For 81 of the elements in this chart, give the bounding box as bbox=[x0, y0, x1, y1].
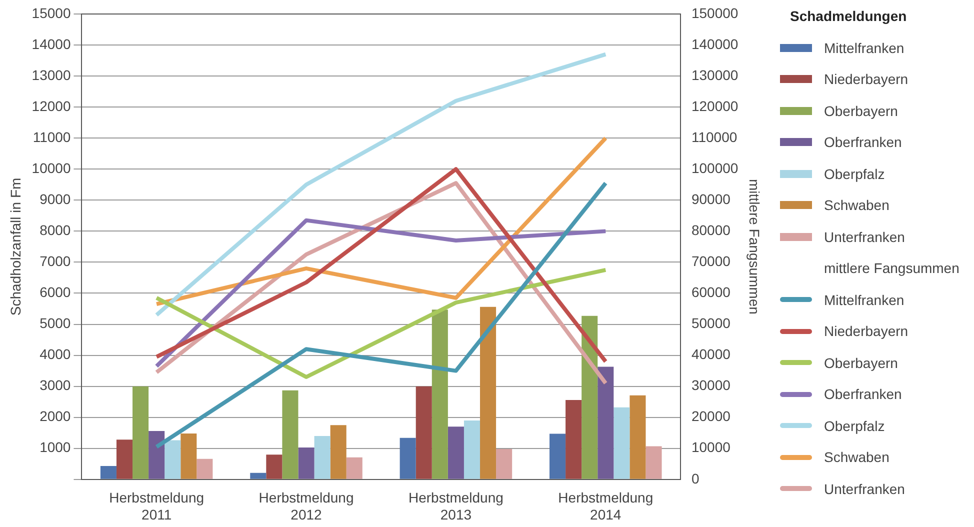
bar bbox=[100, 466, 116, 479]
y-tick-label: 7000 bbox=[40, 253, 71, 270]
bar bbox=[266, 454, 282, 479]
bar bbox=[148, 431, 165, 479]
x-tick-label: Herbstmeldung 2013 bbox=[408, 490, 504, 522]
bar bbox=[250, 472, 266, 479]
bar bbox=[346, 457, 362, 479]
legend-label: Schwaben bbox=[824, 449, 890, 466]
bar bbox=[598, 366, 614, 479]
legend-title: Schadmeldungen bbox=[790, 8, 908, 24]
bar bbox=[282, 390, 298, 479]
legend-label: Oberfranken bbox=[824, 386, 902, 402]
legend-label: Oberbayern bbox=[824, 354, 898, 371]
y2-tick-label: 150000 bbox=[691, 4, 738, 21]
y2-tick-label: 70000 bbox=[691, 253, 731, 270]
bar bbox=[164, 440, 181, 479]
legend-label: Mittelfranken bbox=[824, 292, 904, 308]
y-tick-label: 4000 bbox=[40, 346, 71, 362]
x-tick-label: Herbstmeldung 2014 bbox=[558, 490, 654, 522]
bar bbox=[614, 407, 630, 479]
y-tick-label: 15000 bbox=[32, 4, 71, 21]
y-tick-label: 8000 bbox=[40, 222, 71, 238]
legend-label: Oberbayern bbox=[824, 102, 898, 119]
bar bbox=[116, 440, 133, 479]
legend-label: Schwaben bbox=[824, 197, 890, 214]
bar bbox=[132, 386, 149, 479]
legend-label: Mittelfranken bbox=[824, 40, 904, 56]
y-tick-label: 14000 bbox=[32, 36, 71, 52]
bar bbox=[330, 425, 346, 479]
bar bbox=[180, 433, 197, 479]
y-tick-label: 12000 bbox=[32, 98, 71, 114]
y2-tick-label: 130000 bbox=[691, 66, 738, 83]
y2-tick-label: 90000 bbox=[691, 191, 731, 208]
bar bbox=[298, 447, 314, 479]
bar bbox=[496, 448, 512, 479]
bar bbox=[432, 310, 448, 479]
legend-label: Unterfranken bbox=[824, 228, 905, 245]
y2-tick-label: 140000 bbox=[691, 36, 738, 52]
bar bbox=[400, 438, 416, 479]
legend-label: Oberpfalz bbox=[824, 166, 885, 182]
y2-tick-label: 30000 bbox=[691, 377, 731, 394]
y-tick-label: 9000 bbox=[40, 191, 71, 208]
x-tick-label: Herbstmeldung 2011 bbox=[109, 490, 204, 522]
bar bbox=[630, 395, 646, 479]
bar bbox=[196, 458, 213, 479]
legend-label: Niederbayern bbox=[824, 323, 908, 340]
y2-tick-label: 100000 bbox=[691, 160, 738, 176]
bar bbox=[464, 420, 480, 479]
legend-label: Oberfranken bbox=[824, 134, 902, 150]
text: mittlere Fangsummen bbox=[824, 258, 960, 278]
y-tick-label: 13000 bbox=[32, 66, 71, 83]
bar bbox=[646, 446, 662, 479]
y2-tick-label: 80000 bbox=[691, 222, 731, 238]
legend-label: Oberpfalz bbox=[824, 418, 885, 434]
bar bbox=[416, 386, 432, 479]
x-tick-label: Herbstmeldung 2012 bbox=[258, 490, 354, 522]
y2-tick-label: 110000 bbox=[691, 128, 738, 145]
y-tick-label: 1000 bbox=[40, 439, 71, 456]
legend-label: Unterfranken bbox=[824, 480, 905, 497]
y-tick-label: 3000 bbox=[40, 377, 71, 394]
y2-axis-title: mittlere Fangsummen bbox=[746, 179, 763, 314]
y-tick-label: 6000 bbox=[40, 284, 71, 300]
y2-tick-label: 60000 bbox=[691, 284, 731, 300]
y2-tick-label: 50000 bbox=[691, 315, 731, 332]
y2-tick-label: 20000 bbox=[691, 408, 731, 424]
legend-label: Niederbayern bbox=[824, 71, 908, 88]
y-tick-label: 2000 bbox=[40, 408, 71, 424]
y2-tick-label: 120000 bbox=[691, 98, 738, 114]
y2-tick-label: 10000 bbox=[691, 439, 731, 456]
y-tick-label: 11000 bbox=[32, 128, 71, 145]
y-axis-title: Schadholzanfall in Fm bbox=[7, 178, 24, 316]
bar bbox=[550, 434, 566, 479]
y2-tick-label: 40000 bbox=[691, 346, 731, 362]
bar bbox=[448, 426, 464, 479]
y-tick-label: 10000 bbox=[32, 160, 71, 176]
bar bbox=[314, 436, 330, 479]
y-tick-label: 5000 bbox=[40, 315, 71, 332]
bar bbox=[582, 316, 598, 479]
y2-tick-label: 0 bbox=[691, 470, 700, 486]
bar bbox=[566, 400, 582, 479]
bar bbox=[480, 306, 496, 479]
